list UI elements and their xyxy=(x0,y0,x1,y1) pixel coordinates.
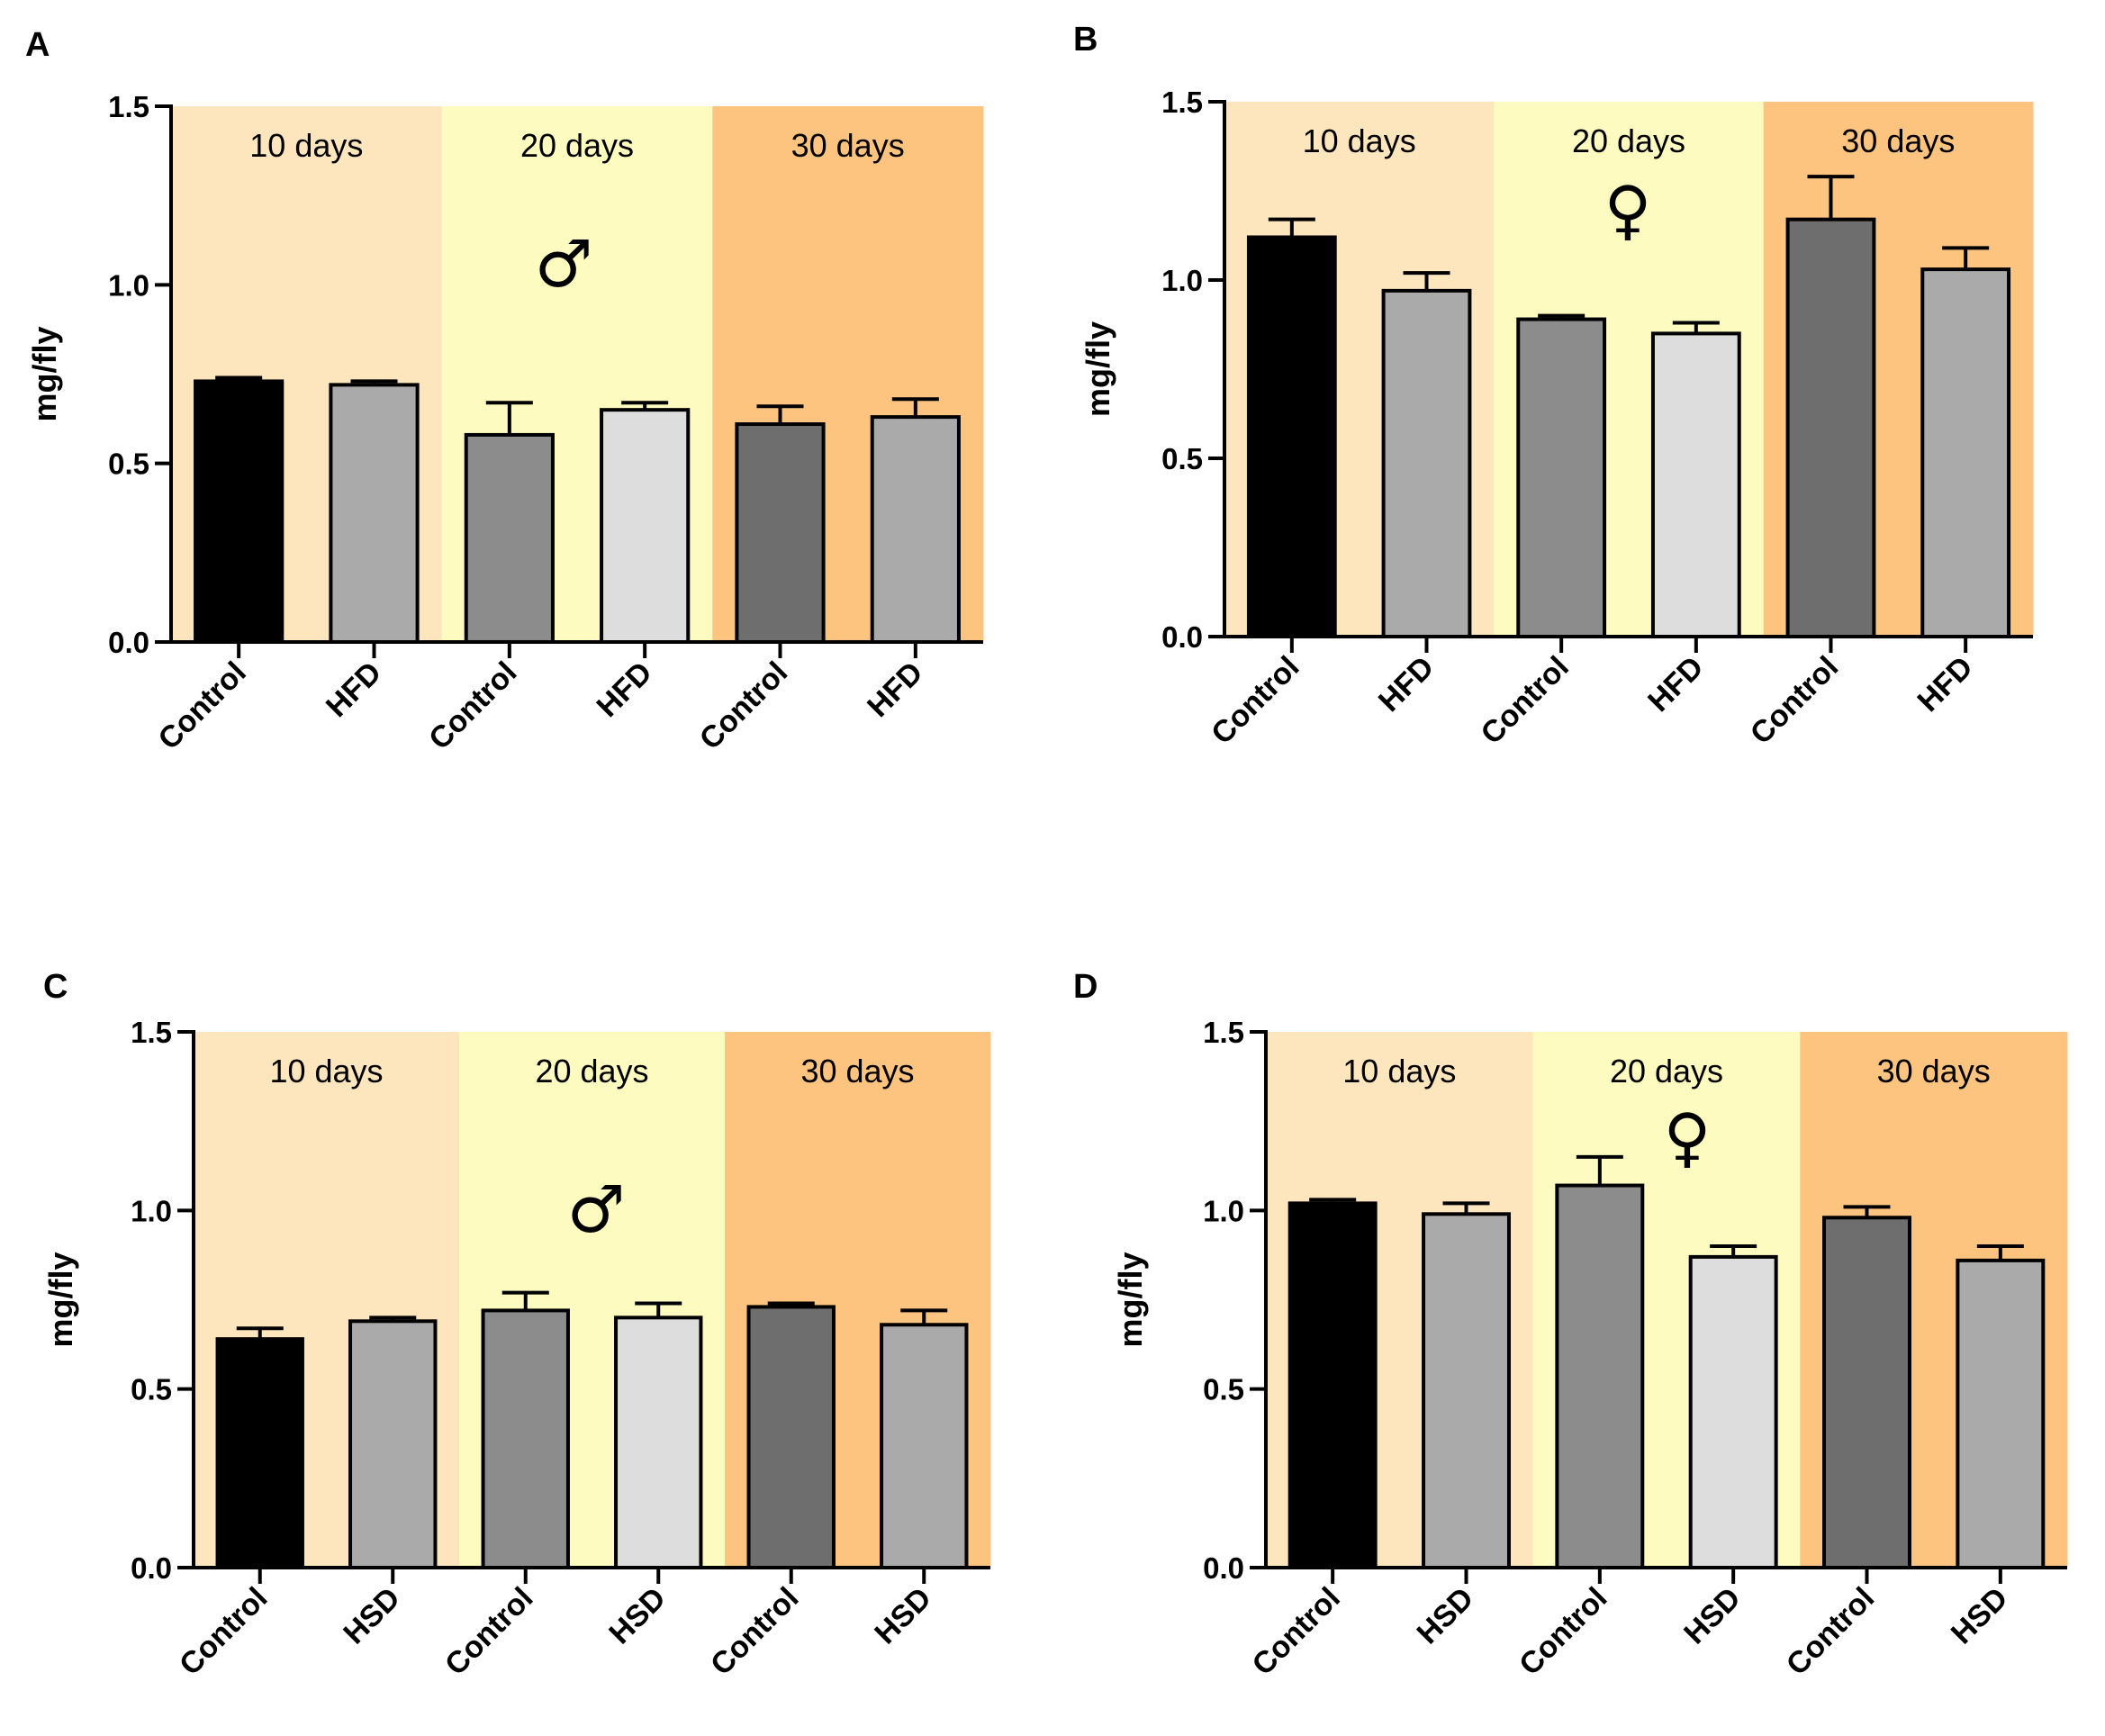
male-symbol-icon: ♂ xyxy=(567,1171,626,1247)
band-label: 10 days xyxy=(249,127,363,164)
y-tick-label: 1.0 xyxy=(108,268,149,302)
x-tick-label: HSD xyxy=(602,1581,673,1651)
x-tick-label: HFD xyxy=(861,656,929,724)
band-label: 30 days xyxy=(1841,122,1955,159)
y-axis-label: mg/fly xyxy=(26,326,63,421)
female-symbol-icon: ♀ xyxy=(1664,1099,1712,1175)
y-tick-label: 0.5 xyxy=(131,1373,172,1406)
y-tick-label: 1.5 xyxy=(131,1016,172,1049)
band-label: 30 days xyxy=(1877,1053,1991,1090)
bar xyxy=(464,432,555,644)
x-tick-label: HFD xyxy=(1641,650,1710,719)
y-tick-label: 0.5 xyxy=(1203,1373,1244,1406)
bar xyxy=(1516,317,1607,638)
band-label: 20 days xyxy=(520,127,634,164)
x-tick-label: Control xyxy=(422,656,523,756)
bar xyxy=(1381,288,1472,638)
bar xyxy=(1246,235,1337,638)
bar xyxy=(1822,1216,1911,1570)
y-tick-label: 1.5 xyxy=(108,90,149,123)
bar xyxy=(329,383,420,644)
chart-panel-d: 10 days 20 days 30 days Control HSD Control HS… xyxy=(1073,968,2068,1682)
x-tick-label: HFD xyxy=(1372,650,1441,719)
chart-panel-c: 10 days 20 days 30 days Control HSD Control HS… xyxy=(42,968,991,1682)
bar xyxy=(1555,1183,1645,1569)
y-tick-label: 1.0 xyxy=(131,1194,172,1227)
x-tick-label: HSD xyxy=(868,1581,938,1651)
bar xyxy=(1688,1254,1778,1570)
bar xyxy=(481,1308,570,1570)
bar xyxy=(215,1337,304,1569)
x-tick-label: Control xyxy=(1780,1581,1881,1682)
x-tick-label: Control xyxy=(1513,1581,1613,1682)
x-tick-label: Control xyxy=(693,656,794,756)
bar xyxy=(880,1323,969,1570)
band-label: 20 days xyxy=(1610,1053,1723,1090)
bar xyxy=(1956,1258,2046,1570)
x-tick-label: Control xyxy=(1474,650,1575,751)
chart-panel-a: 10 days 20 days 30 days Control HFD Control HF… xyxy=(25,26,984,756)
chart-panel-b: 10 days 20 days 30 days Control HFD Control HF… xyxy=(1073,21,2034,751)
y-axis-label: mg/fly xyxy=(1112,1252,1149,1347)
y-axis-label: mg/fly xyxy=(1080,321,1116,417)
y-tick-label: 1.0 xyxy=(1161,264,1203,297)
y-tick-label: 1.5 xyxy=(1203,1016,1244,1049)
y-tick-label: 1.5 xyxy=(1161,86,1203,119)
x-tick-label: HFD xyxy=(320,656,388,724)
bar xyxy=(600,408,691,644)
bar xyxy=(348,1319,438,1570)
x-tick-label: HFD xyxy=(1911,650,1980,719)
y-tick-label: 0.0 xyxy=(108,626,149,659)
panel-letter: B xyxy=(1073,21,1098,59)
y-tick-label: 1.0 xyxy=(1203,1194,1244,1227)
y-tick-label: 0.5 xyxy=(108,448,149,481)
bar xyxy=(735,422,826,644)
y-tick-label: 0.0 xyxy=(131,1551,172,1585)
female-symbol-icon: ♀ xyxy=(1604,172,1652,248)
bar xyxy=(746,1305,836,1570)
band-label: 10 days xyxy=(1303,122,1416,159)
band-label: 30 days xyxy=(791,127,905,164)
male-symbol-icon: ♂ xyxy=(535,226,593,302)
x-tick-label: HSD xyxy=(1677,1581,1748,1651)
x-tick-label: HSD xyxy=(337,1581,407,1651)
x-tick-label: Control xyxy=(704,1581,805,1682)
x-tick-label: Control xyxy=(1205,650,1305,751)
panel-letter: C xyxy=(43,968,68,1006)
y-tick-label: 0.0 xyxy=(1203,1551,1244,1585)
x-tick-label: Control xyxy=(1744,650,1845,751)
x-tick-label: HFD xyxy=(591,656,659,724)
band-label: 30 days xyxy=(800,1053,914,1090)
bar xyxy=(870,415,961,644)
band-label: 10 days xyxy=(1342,1053,1456,1090)
band-label: 20 days xyxy=(1572,122,1685,159)
x-tick-label: Control xyxy=(438,1581,539,1682)
panel-letter: A xyxy=(25,26,50,64)
bar xyxy=(194,379,285,644)
x-tick-label: Control xyxy=(1245,1581,1346,1682)
bar xyxy=(1422,1212,1511,1570)
band-label: 20 days xyxy=(535,1053,648,1090)
x-tick-label: Control xyxy=(173,1581,274,1682)
bar xyxy=(1785,217,1876,638)
bar xyxy=(1920,267,2011,638)
band-label: 10 days xyxy=(269,1053,383,1090)
bar xyxy=(1287,1201,1378,1570)
y-axis-label: mg/fly xyxy=(42,1252,79,1347)
bar xyxy=(1650,331,1741,638)
x-tick-label: HSD xyxy=(1945,1581,2015,1651)
y-tick-label: 0.5 xyxy=(1161,442,1203,475)
x-tick-label: HSD xyxy=(1411,1581,1481,1651)
bar xyxy=(614,1316,703,1570)
panel-letter: D xyxy=(1073,968,1098,1006)
x-tick-label: Control xyxy=(151,656,252,756)
y-tick-label: 0.0 xyxy=(1161,620,1203,654)
